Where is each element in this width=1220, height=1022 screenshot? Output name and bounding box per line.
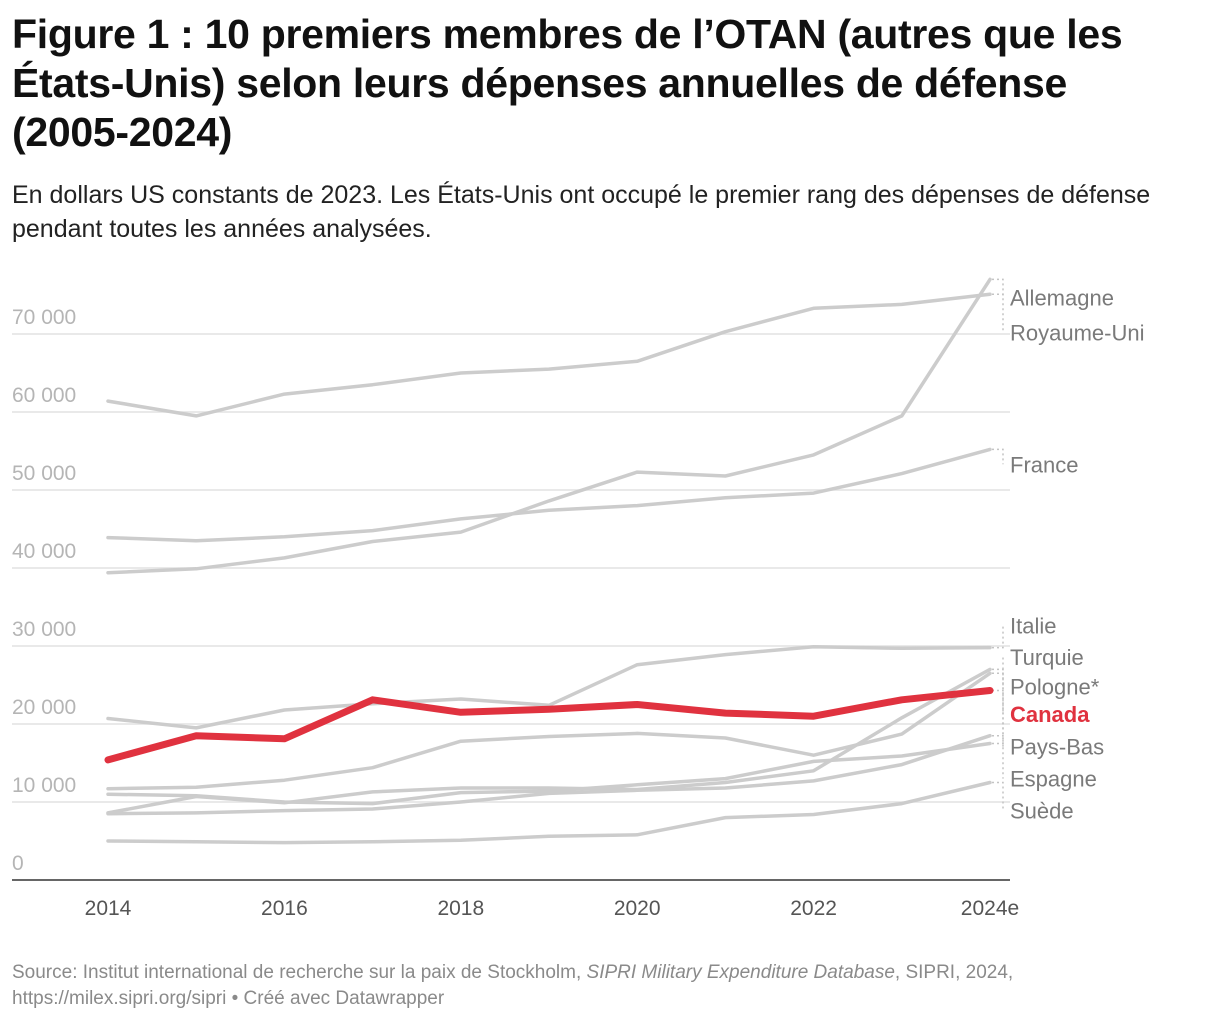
series-line-suede — [106, 780, 992, 845]
y-tick-label: 40 000 — [12, 540, 76, 563]
series-label-pologne: Pologne* — [1010, 675, 1100, 700]
series-labels: Allemagne Royaume-Uni France Italie Turquie P… — [1010, 285, 1145, 823]
source-prefix: Source: Institut international de recher… — [12, 962, 587, 983]
series-label-pays-bas: Pays-Bas — [1010, 735, 1104, 760]
label-leader-pologne — [992, 668, 1004, 687]
x-axis: 2014 2016 2018 2020 2022 2024e — [12, 879, 1019, 920]
series-label-royaume-uni: Royaume-Uni — [1010, 320, 1145, 345]
series-label-canada: Canada — [1010, 702, 1090, 727]
y-tick-label: 10 000 — [12, 774, 76, 797]
y-tick-label: 50 000 — [12, 462, 76, 485]
y-tick-label: 60 000 — [12, 384, 76, 407]
label-leader-royaume-uni — [992, 293, 1004, 333]
x-tick-label: 2024e — [961, 897, 1019, 920]
y-tick-label: 30 000 — [12, 618, 76, 641]
series-line-espagne — [106, 671, 992, 791]
source-suffix: , SIPRI, 2024, https://milex.sipri.org/s… — [12, 962, 1014, 1009]
series-line-royaume-uni — [106, 292, 992, 418]
x-tick-label: 2022 — [790, 897, 837, 920]
x-tick-label: 2014 — [85, 897, 132, 920]
x-tick-label: 2020 — [614, 897, 661, 920]
label-leaders — [992, 278, 1004, 811]
label-leader-canada — [992, 689, 1004, 714]
series-line-pays-bas — [106, 733, 992, 816]
line-chart: 0 10 000 20 000 30 000 40 000 50 000 60 000 70 … — [12, 277, 1145, 920]
series-line-pologne — [106, 667, 992, 815]
series-line-italie — [106, 645, 992, 730]
label-leader-espagne — [992, 672, 1004, 779]
series-line-allemagne — [106, 277, 992, 575]
chart-subtitle: En dollars US constants de 2023. Les Éta… — [12, 181, 1151, 243]
series-label-espagne: Espagne — [1010, 767, 1097, 792]
series-label-turquie: Turquie — [1010, 645, 1084, 670]
series-label-suede: Suède — [1010, 799, 1074, 824]
series-label-italie: Italie — [1010, 614, 1056, 639]
label-leader-italie — [992, 625, 1004, 649]
x-tick-label: 2016 — [261, 897, 308, 920]
label-leader-suede — [992, 781, 1004, 811]
y-tick-label: 70 000 — [12, 306, 76, 329]
gridlines — [12, 333, 1010, 803]
series-line-france — [106, 447, 992, 543]
label-leader-france — [992, 448, 1004, 465]
series-lines — [104, 277, 994, 845]
label-leader-allemagne — [992, 278, 1004, 298]
series-label-allemagne: Allemagne — [1010, 285, 1114, 310]
source-note: Source: Institut international de recher… — [12, 960, 1202, 1012]
source-database: SIPRI Military Expenditure Database — [586, 962, 895, 983]
x-tick-label: 2018 — [437, 897, 484, 920]
series-line-canada — [104, 687, 994, 764]
y-tick-label: 20 000 — [12, 696, 76, 719]
label-leader-pays-bas — [992, 734, 1004, 747]
chart-title: Figure 1 : 10 premiers membres de l’OTAN… — [12, 11, 1123, 155]
y-axis-ticks: 0 10 000 20 000 30 000 40 000 50 000 60 000 70 … — [12, 306, 76, 875]
series-label-france: France — [1010, 452, 1078, 477]
y-tick-label: 0 — [12, 852, 24, 875]
